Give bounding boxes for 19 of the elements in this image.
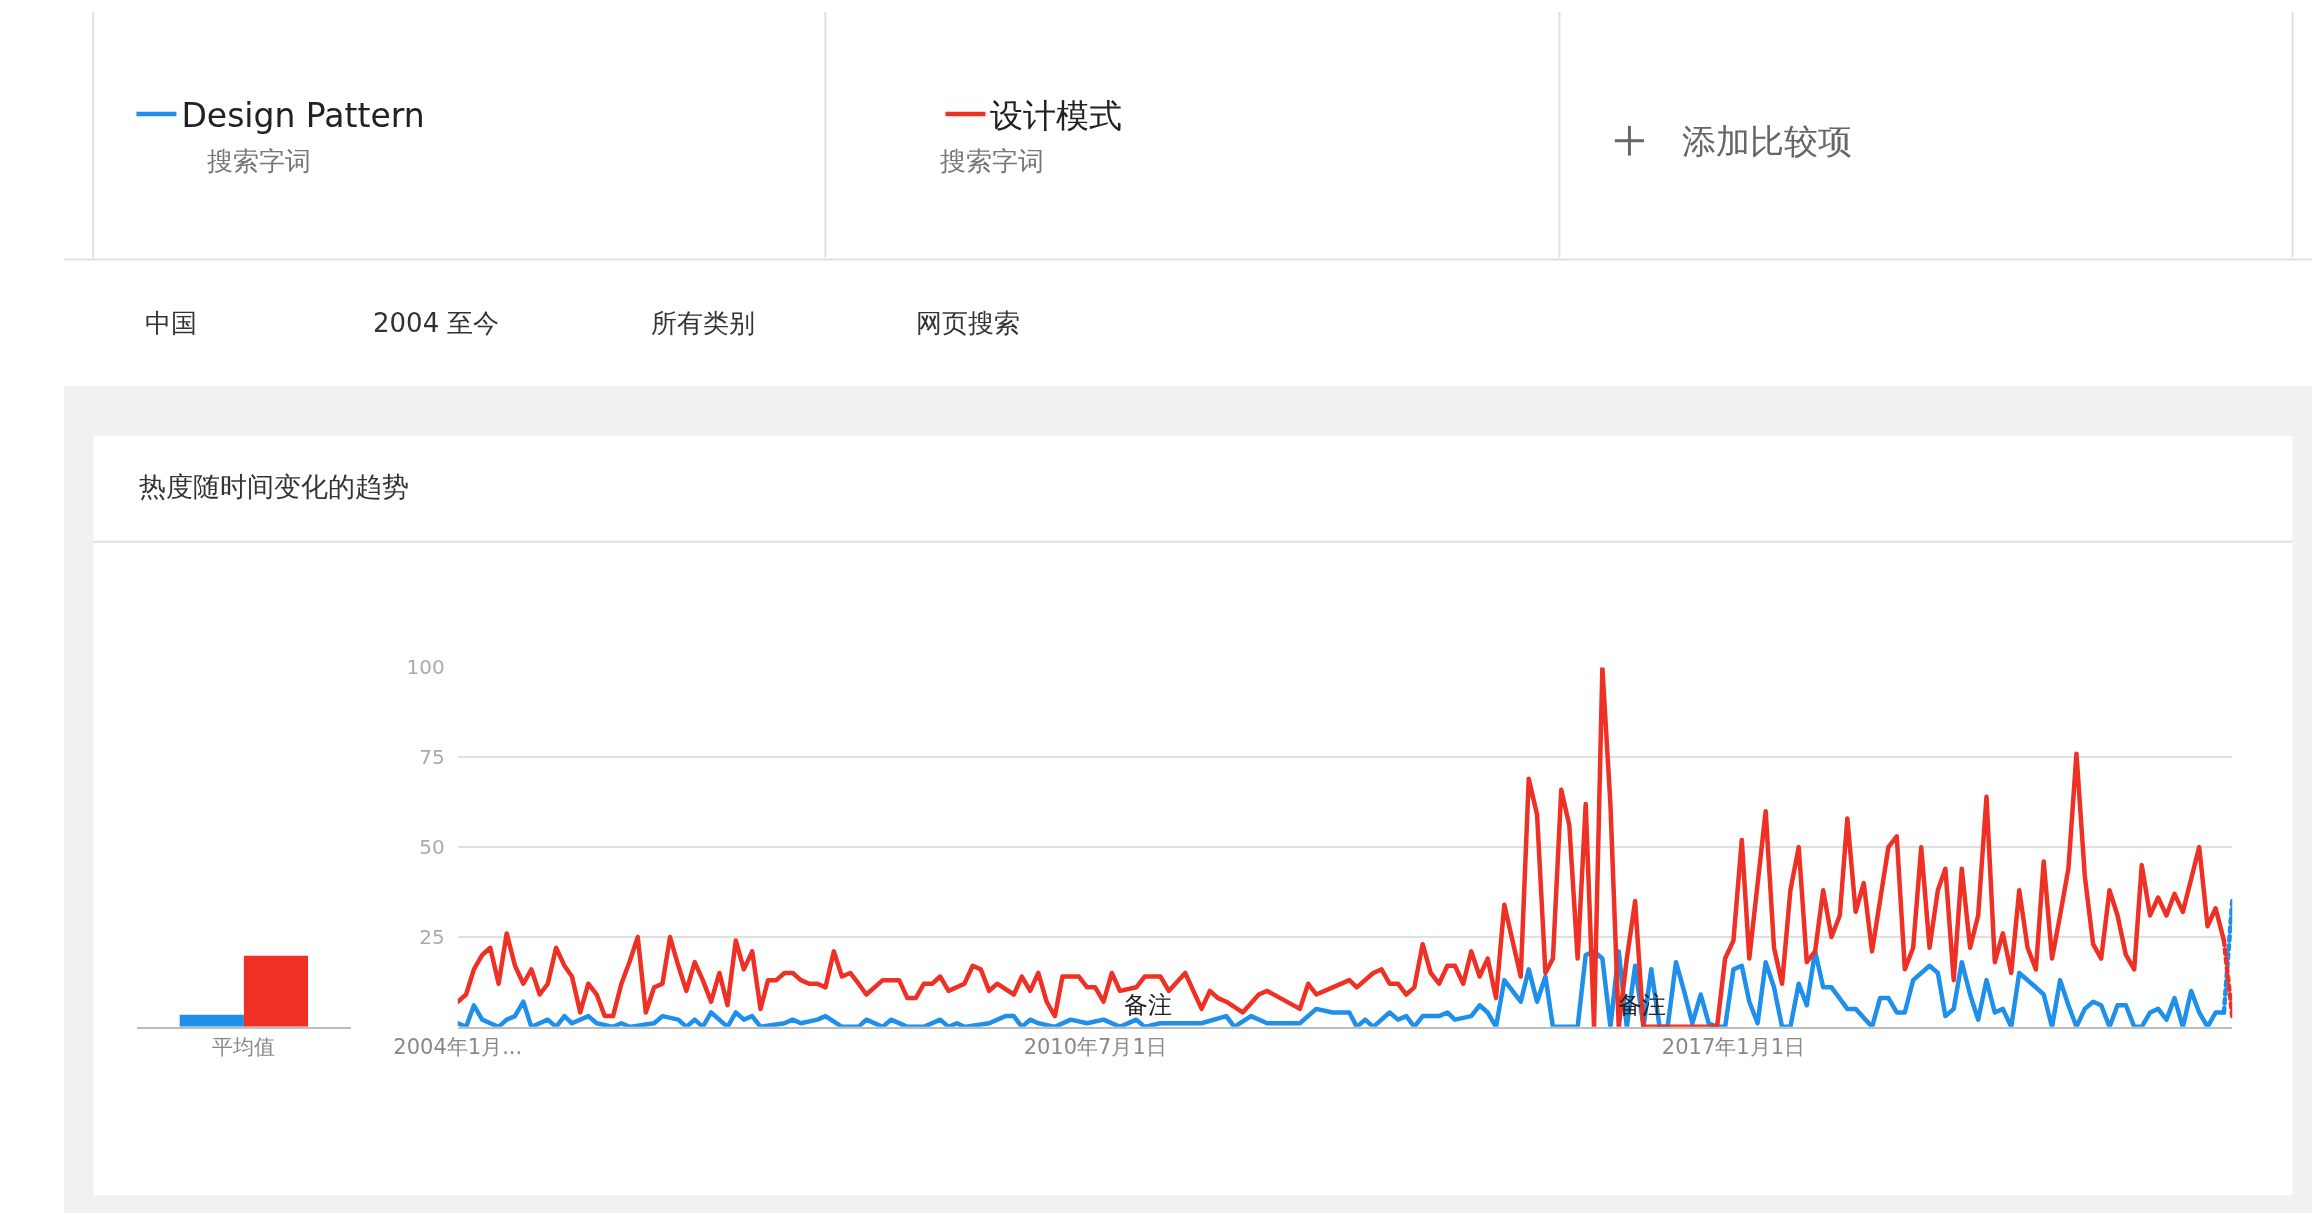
annotation: 备注	[1124, 991, 1172, 1019]
y-tick-label: 100	[406, 655, 445, 680]
legend-label: Design Pattern	[181, 95, 425, 135]
legend-label: 设计模式	[990, 95, 1123, 135]
text: 搜索字词	[207, 146, 311, 176]
x-tick-label: 2010年7月1日	[1023, 1035, 1167, 1060]
x-tick-label: 2004年1月...	[393, 1035, 523, 1060]
text: 中国	[145, 308, 197, 338]
y-tick-label: 50	[419, 835, 445, 860]
text: 添加比较项	[1682, 121, 1852, 161]
text: 搜索字词	[940, 146, 1044, 176]
chart-title: 热度随时间变化的趋势	[139, 471, 409, 502]
y-tick-label: 75	[419, 745, 445, 770]
y-tick-label: 25	[419, 925, 445, 950]
x-tick-label: 平均值	[212, 1035, 276, 1060]
text: 网页搜索	[916, 308, 1020, 338]
x-tick-label: 2017年1月1日	[1661, 1035, 1806, 1060]
text: 所有类别	[651, 308, 755, 338]
text: 2004 至今	[373, 308, 500, 338]
